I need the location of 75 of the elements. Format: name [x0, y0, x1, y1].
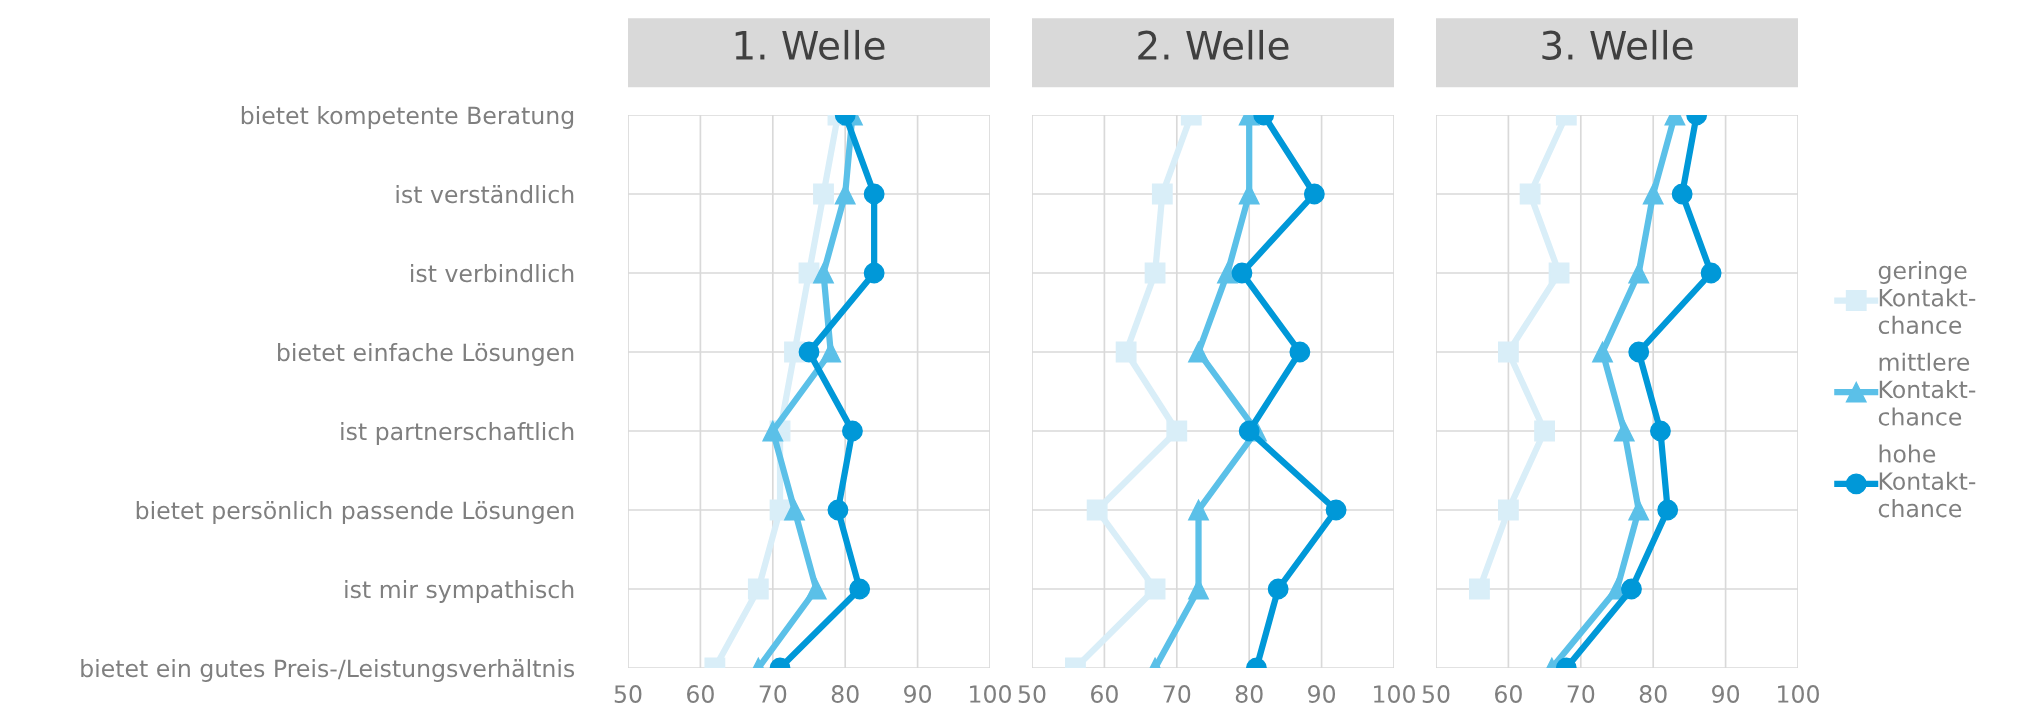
point	[1519, 183, 1541, 205]
point	[1534, 420, 1556, 442]
point	[842, 420, 863, 442]
y-tick-label: bietet einfache Lösungen	[278, 343, 574, 366]
x-tick-label: 80	[1235, 685, 1263, 703]
point	[1188, 499, 1209, 521]
x-tick-label: 80	[831, 685, 859, 703]
point	[1289, 341, 1311, 363]
x-tick-label: 100	[1374, 685, 1415, 703]
point	[1548, 262, 1570, 284]
point	[762, 420, 784, 442]
point	[1325, 499, 1347, 521]
x-tick-label: 90	[1308, 685, 1336, 703]
x-tick-label: 70	[1163, 685, 1191, 703]
point	[813, 262, 834, 284]
x-tick-label: 60	[1495, 685, 1522, 703]
point	[1469, 578, 1490, 600]
point	[849, 578, 871, 600]
point	[1497, 499, 1519, 521]
point	[805, 578, 827, 600]
point	[863, 262, 885, 284]
x-tick-label: 50	[1422, 685, 1450, 703]
point	[1267, 578, 1289, 600]
x-tick-label: 70	[759, 685, 787, 703]
point	[827, 499, 849, 521]
point	[1650, 420, 1671, 442]
chart-title: 3. Welle	[1542, 29, 1693, 60]
point	[1657, 499, 1679, 521]
point	[1592, 341, 1613, 363]
point	[784, 499, 805, 521]
x-tick-label: 90	[1712, 685, 1740, 703]
x-tick-label: 60	[1091, 685, 1118, 703]
point	[1115, 341, 1137, 363]
x-tick-label: 50	[1018, 685, 1046, 703]
chart-title: 2. Welle	[1138, 29, 1289, 60]
point	[1642, 183, 1664, 205]
point	[1144, 262, 1166, 284]
point	[813, 183, 834, 205]
point	[1166, 420, 1188, 442]
point	[1151, 183, 1173, 205]
point	[747, 578, 769, 600]
x-tick-label: 100	[970, 685, 1011, 703]
point	[1671, 183, 1693, 205]
point	[1700, 262, 1722, 284]
x-tick-label: 90	[904, 685, 932, 703]
y-tick-label: bietet ein gutes Preis-/Leistungsverhältnis	[81, 659, 575, 682]
point	[1303, 183, 1325, 205]
y-tick-label: ist partnerschaftlich	[341, 422, 574, 445]
y-tick-label: bietet kompetente Beratung	[241, 106, 574, 129]
point	[1086, 499, 1108, 521]
point	[798, 341, 820, 363]
point	[1621, 578, 1642, 600]
x-tick-label: 50	[614, 685, 642, 703]
legend-label: geringe Kontakt- chance	[1878, 261, 1976, 334]
x-tick-label: 60	[687, 685, 714, 703]
point	[1613, 420, 1635, 442]
y-tick-label: ist mir sympathisch	[345, 580, 574, 603]
point	[1238, 420, 1260, 442]
point	[1497, 341, 1519, 363]
y-tick-label: ist verbindlich	[411, 264, 574, 283]
point	[1628, 341, 1650, 363]
x-tick-label: 100	[1778, 685, 1819, 703]
point	[1628, 262, 1650, 284]
point	[1144, 578, 1166, 600]
point	[1231, 262, 1253, 284]
x-tick-label: 70	[1567, 685, 1595, 703]
point	[1628, 499, 1650, 521]
x-tick-label: 80	[1639, 685, 1667, 703]
y-tick-label: ist verständlich	[396, 185, 574, 204]
point	[863, 183, 885, 205]
chart-title: 1. Welle	[735, 29, 885, 60]
legend-label: mittlere Kontakt- chance	[1878, 352, 1976, 426]
y-tick-label: bietet persönlich passende Lösungen	[136, 501, 574, 524]
legend-label: hohe Kontakt- chance	[1878, 444, 1976, 518]
point	[1188, 341, 1209, 363]
